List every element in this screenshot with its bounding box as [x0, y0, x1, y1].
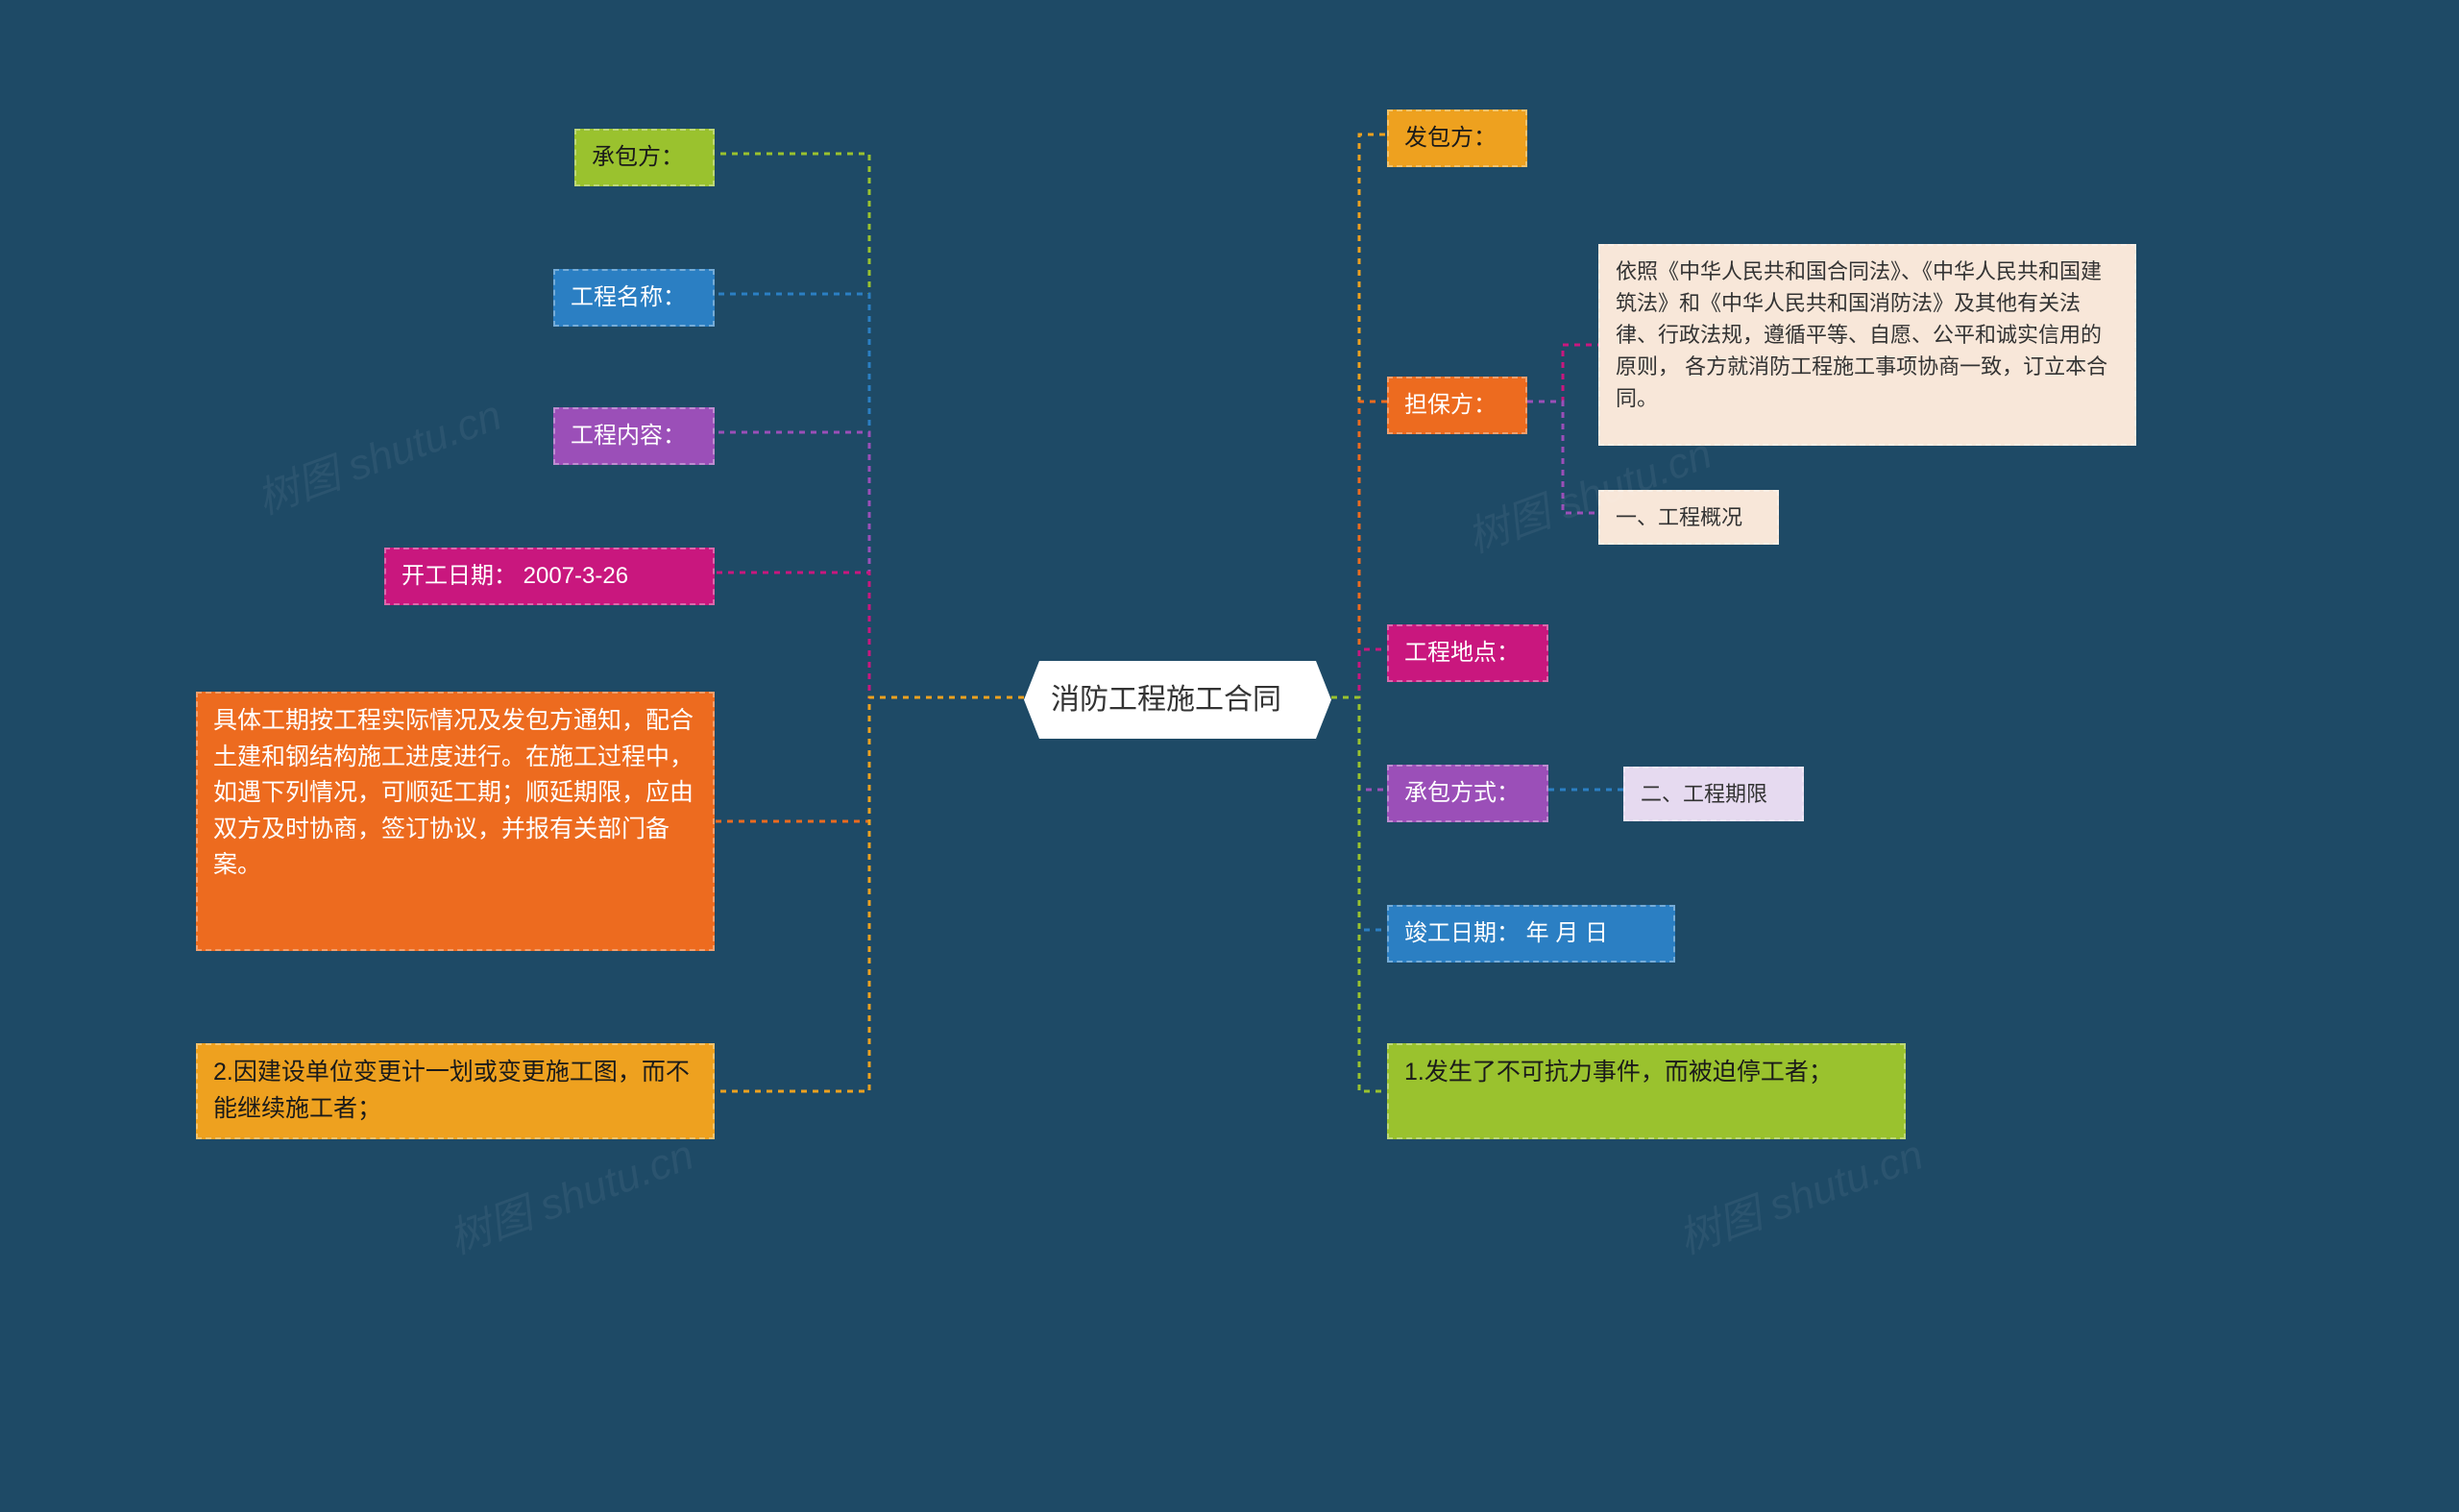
mindmap-node[interactable]: 一、工程概况 — [1598, 490, 1779, 545]
mindmap-node[interactable]: 开工日期： 2007-3-26 — [384, 548, 715, 605]
watermark: 树图 shutu.cn — [1668, 1120, 1930, 1265]
connector-line — [1527, 402, 1598, 513]
mindmap-node[interactable]: 担保方： — [1387, 377, 1527, 434]
mindmap-node[interactable]: 1.发生了不可抗力事件，而被迫停工者； — [1387, 1043, 1906, 1139]
mindmap-node[interactable]: 竣工日期： 年 月 日 — [1387, 905, 1675, 963]
connector-line — [715, 154, 1024, 697]
connector-line — [1331, 697, 1387, 1091]
mindmap-node[interactable]: 2.因建设单位变更计一划或变更施工图，而不能继续施工者； — [196, 1043, 715, 1139]
connector-line — [715, 432, 1024, 697]
mindmap-node[interactable]: 具体工期按工程实际情况及发包方通知，配合土建和钢结构施工进度进行。在施工过程中，… — [196, 692, 715, 951]
mindmap-node[interactable]: 工程地点： — [1387, 624, 1548, 682]
watermark: 树图 shutu.cn — [439, 1120, 700, 1265]
connector-line — [1331, 697, 1387, 790]
watermark: 树图 shutu.cn — [247, 380, 508, 525]
center-node[interactable]: 消防工程施工合同 — [1024, 661, 1331, 739]
mindmap-node[interactable]: 承包方式： — [1387, 765, 1548, 822]
connector-line — [715, 573, 1024, 697]
mindmap-node[interactable]: 工程内容： — [553, 407, 715, 465]
connector-line — [1331, 134, 1387, 697]
connector-line — [715, 294, 1024, 697]
connector-line — [1527, 345, 1598, 402]
connector-line — [1331, 402, 1387, 697]
mindmap-node[interactable]: 承包方： — [574, 129, 715, 186]
mindmap-node[interactable]: 二、工程期限 — [1623, 767, 1804, 821]
mindmap-node[interactable]: 发包方： — [1387, 110, 1527, 167]
connector-line — [715, 697, 1024, 821]
mindmap-node[interactable]: 工程名称： — [553, 269, 715, 327]
connector-line — [715, 697, 1024, 1091]
connector-line — [1331, 649, 1387, 697]
mindmap-node[interactable]: 依照《中华人民共和国合同法》、《中华人民共和国建筑法》和《中华人民共和国消防法》… — [1598, 244, 2136, 446]
connector-line — [1331, 697, 1387, 930]
